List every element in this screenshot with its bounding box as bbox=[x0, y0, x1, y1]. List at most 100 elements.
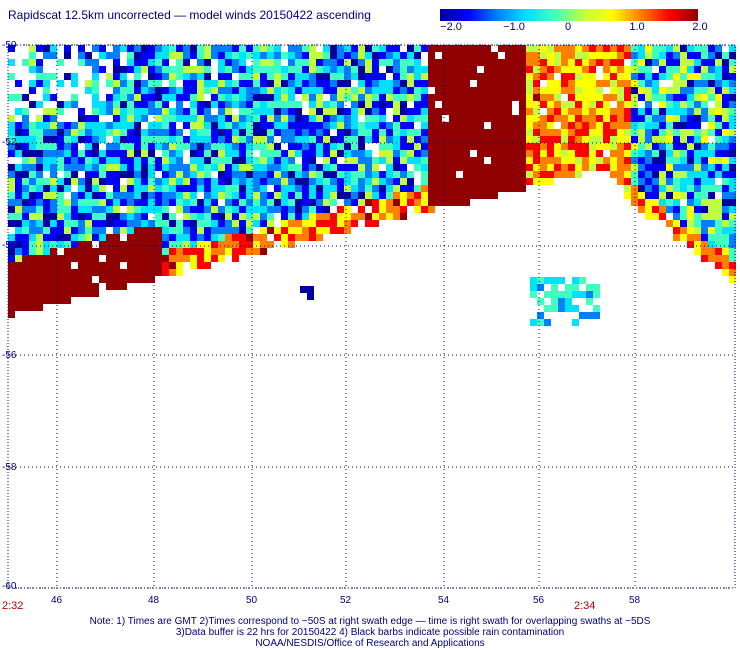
wind-cell bbox=[15, 122, 22, 129]
wind-cell bbox=[190, 52, 197, 59]
wind-cell bbox=[267, 94, 274, 101]
wind-cell bbox=[22, 297, 29, 304]
wind-cell bbox=[722, 227, 729, 234]
wind-cell bbox=[365, 87, 372, 94]
wind-cell bbox=[85, 87, 92, 94]
wind-cell bbox=[407, 143, 414, 150]
wind-cell bbox=[22, 262, 29, 269]
wind-cell bbox=[64, 129, 71, 136]
wind-cell bbox=[624, 143, 631, 150]
wind-cell bbox=[533, 52, 540, 59]
wind-cell bbox=[498, 122, 505, 129]
wind-cell bbox=[204, 150, 211, 157]
wind-cell bbox=[169, 241, 176, 248]
wind-cell bbox=[302, 136, 309, 143]
wind-cell bbox=[36, 59, 43, 66]
wind-cell bbox=[127, 164, 134, 171]
colorbar bbox=[440, 9, 698, 21]
wind-cell bbox=[554, 136, 561, 143]
wind-cell bbox=[239, 220, 246, 227]
wind-cell bbox=[218, 241, 225, 248]
wind-cell bbox=[267, 80, 274, 87]
wind-cell bbox=[162, 101, 169, 108]
wind-cell bbox=[537, 277, 544, 284]
wind-cell bbox=[281, 66, 288, 73]
wind-cell bbox=[281, 185, 288, 192]
wind-cell bbox=[29, 66, 36, 73]
wind-cell bbox=[407, 73, 414, 80]
wind-cell bbox=[421, 150, 428, 157]
wind-cell bbox=[323, 220, 330, 227]
wind-cell bbox=[155, 248, 162, 255]
wind-cell bbox=[92, 94, 99, 101]
wind-cell bbox=[561, 45, 568, 52]
wind-cell bbox=[372, 136, 379, 143]
wind-cell bbox=[316, 150, 323, 157]
wind-cell bbox=[22, 220, 29, 227]
wind-cell bbox=[477, 192, 484, 199]
wind-cell bbox=[197, 185, 204, 192]
wind-cell bbox=[470, 178, 477, 185]
wind-cell bbox=[533, 59, 540, 66]
wind-cell bbox=[15, 164, 22, 171]
wind-cell bbox=[204, 136, 211, 143]
wind-cell bbox=[330, 199, 337, 206]
wind-cell bbox=[666, 143, 673, 150]
wind-cell bbox=[43, 136, 50, 143]
wind-cell bbox=[92, 45, 99, 52]
wind-cell bbox=[365, 171, 372, 178]
wind-cell bbox=[708, 87, 715, 94]
wind-cell bbox=[190, 94, 197, 101]
wind-cell bbox=[456, 157, 463, 164]
wind-cell bbox=[666, 52, 673, 59]
note-line: NOAA/NESDIS/Office of Research and Appli… bbox=[255, 638, 485, 649]
wind-cell bbox=[715, 94, 722, 101]
wind-cell bbox=[330, 94, 337, 101]
wind-cell bbox=[701, 248, 708, 255]
wind-cell bbox=[92, 171, 99, 178]
wind-cell bbox=[624, 171, 631, 178]
wind-cell bbox=[407, 122, 414, 129]
wind-cell bbox=[631, 199, 638, 206]
wind-cell bbox=[351, 59, 358, 66]
wind-cell bbox=[442, 164, 449, 171]
wind-cell bbox=[372, 101, 379, 108]
wind-cell bbox=[337, 164, 344, 171]
wind-cell bbox=[568, 157, 575, 164]
wind-cell bbox=[323, 213, 330, 220]
wind-cell bbox=[64, 248, 71, 255]
wind-cell bbox=[232, 150, 239, 157]
wind-cell bbox=[484, 45, 491, 52]
wind-cell bbox=[50, 206, 57, 213]
wind-cell bbox=[183, 220, 190, 227]
wind-cell bbox=[309, 178, 316, 185]
wind-cell bbox=[295, 178, 302, 185]
wind-cell bbox=[22, 157, 29, 164]
wind-cell bbox=[638, 129, 645, 136]
wind-cell bbox=[617, 164, 624, 171]
wind-cell bbox=[302, 192, 309, 199]
map-frame bbox=[7, 44, 736, 589]
wind-cell bbox=[295, 80, 302, 87]
note-line: Note: 1) Times are GMT 2)Times correspon… bbox=[89, 616, 651, 627]
wind-cell bbox=[582, 80, 589, 87]
wind-cell bbox=[36, 157, 43, 164]
wind-cell bbox=[575, 164, 582, 171]
wind-cell bbox=[344, 66, 351, 73]
wind-cell bbox=[729, 213, 736, 220]
wind-cell bbox=[365, 122, 372, 129]
wind-cell bbox=[722, 115, 729, 122]
wind-cell bbox=[190, 255, 197, 262]
wind-cell bbox=[540, 94, 547, 101]
wind-cell bbox=[120, 129, 127, 136]
wind-cell bbox=[673, 66, 680, 73]
wind-cell bbox=[659, 199, 666, 206]
wind-cell bbox=[190, 220, 197, 227]
wind-cell bbox=[603, 157, 610, 164]
wind-cell bbox=[561, 66, 568, 73]
wind-cell bbox=[414, 206, 421, 213]
wind-cell bbox=[400, 80, 407, 87]
wind-cell bbox=[358, 73, 365, 80]
wind-cell bbox=[477, 185, 484, 192]
wind-cell bbox=[50, 290, 57, 297]
